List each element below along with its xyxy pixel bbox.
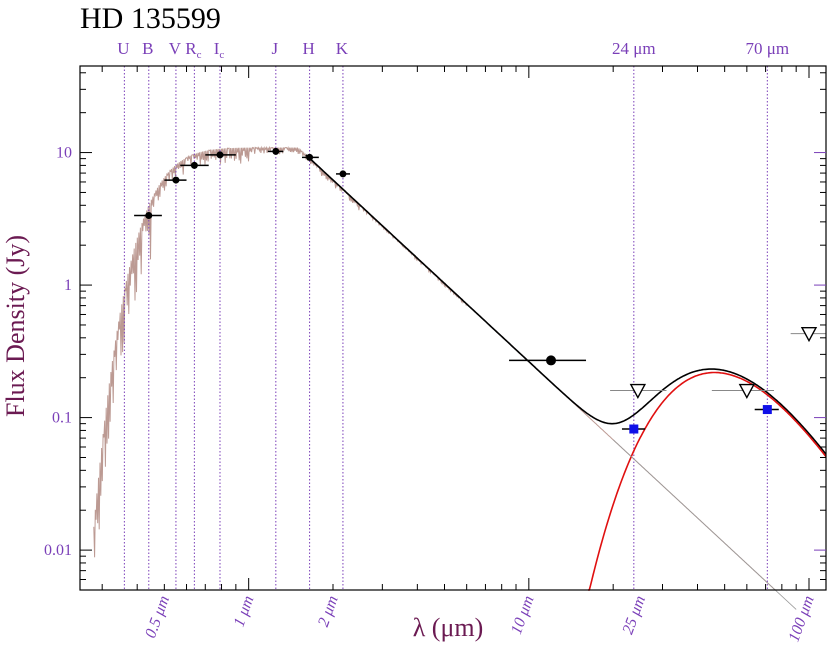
band-label: V (169, 39, 182, 58)
upper-limit-marker (738, 383, 756, 400)
y-tick-label: 0.01 (44, 542, 72, 559)
total-model-line (305, 154, 827, 455)
y-tick-label: 1 (64, 277, 72, 294)
tick-labels: 0.01 0.1 1 10 0.5 μm 1 μm 2 μm 10 μm 25 μm 100 μm (44, 145, 818, 645)
x-axis-label: λ (μm) (413, 613, 484, 642)
y-tick-label: 10 (56, 145, 72, 162)
band-label: Ic (214, 39, 225, 61)
band-label: B (142, 39, 153, 58)
y-axis-label: Flux Density (Jy) (1, 235, 30, 417)
mips-point (629, 424, 639, 434)
band-label: 24 μm (612, 39, 656, 58)
upper-limit-marker (629, 383, 647, 400)
band-label: Rc (185, 39, 201, 61)
photometry-point (339, 170, 347, 178)
band-labels: U B V Rc Ic J H K 24 μm 70 μm (117, 39, 789, 61)
band-lines (123, 66, 768, 590)
photometry-point (272, 147, 280, 155)
photometry-point (306, 153, 314, 161)
photometry-point (546, 355, 557, 366)
mips-point (762, 405, 772, 415)
photosphere-model-line (93, 145, 794, 591)
photometry-point (216, 151, 224, 159)
photosphere-spectrum (93, 145, 794, 591)
band-label: 70 μm (746, 39, 790, 58)
x-tick-label: 0.5 μm (142, 594, 173, 641)
x-tick-label: 2 μm (315, 594, 342, 630)
x-tick-label: 25 μm (620, 594, 650, 637)
band-label: H (302, 39, 314, 58)
photometry-point (190, 161, 198, 169)
plot-frame (79, 65, 827, 591)
data-points (134, 147, 826, 434)
photometry-point (145, 212, 153, 220)
band-label: K (336, 39, 349, 58)
model-curves (305, 154, 827, 610)
x-tick-label: 100 μm (786, 594, 818, 645)
band-label: J (272, 39, 279, 58)
axes-frame (79, 65, 827, 591)
x-tick-label: 1 μm (231, 594, 258, 630)
dust-model-line (588, 371, 827, 591)
band-label: U (117, 39, 129, 58)
y-tick-label: 0.1 (52, 410, 72, 427)
photometry-point (172, 176, 180, 184)
photosphere-extension-line (612, 439, 797, 610)
upper-limit-marker (800, 326, 818, 343)
chart-title: HD 135599 (80, 2, 221, 35)
x-tick-label: 10 μm (508, 594, 538, 637)
